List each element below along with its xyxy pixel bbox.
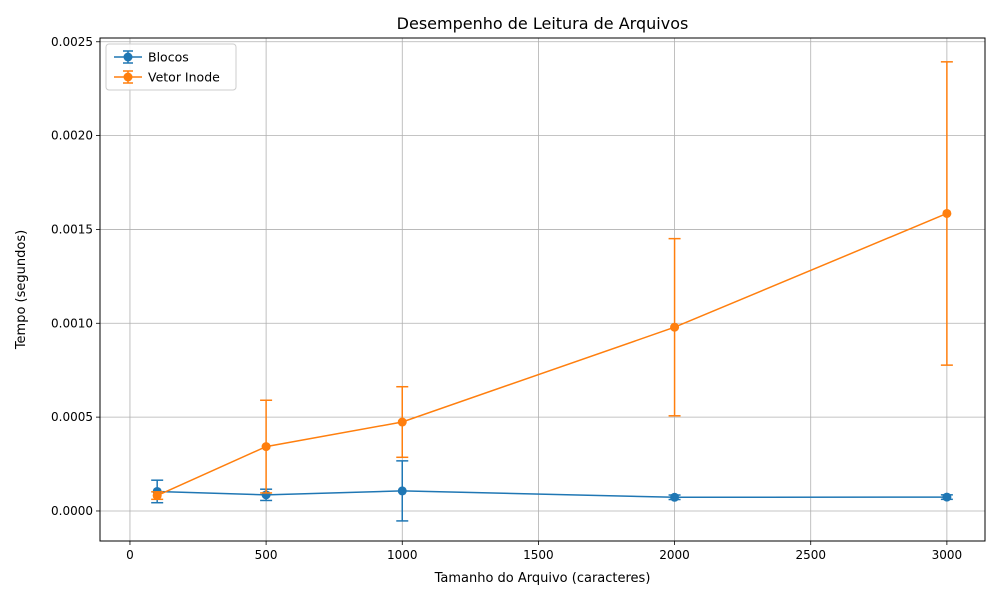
y-tick-label: 0.0015	[51, 222, 93, 236]
x-tick-label: 500	[255, 548, 278, 562]
y-tick-label: 0.0005	[51, 410, 93, 424]
y-tick-label: 0.0020	[51, 129, 93, 143]
ticks: 0 500 1000 1500 2000 2500 3000 0.0000 0.0005 0.00…	[51, 35, 962, 562]
series-vetor-inode	[151, 61, 953, 501]
x-tick-label: 3000	[932, 548, 963, 562]
data-point	[397, 417, 407, 427]
x-tick-label: 2000	[659, 548, 690, 562]
legend-marker	[123, 52, 133, 62]
x-tick-label: 1500	[523, 548, 554, 562]
legend-marker	[123, 72, 133, 82]
y-tick-label: 0.0010	[51, 316, 93, 330]
y-tick-label: 0.0000	[51, 504, 93, 518]
data-point	[942, 208, 952, 218]
data-point	[670, 322, 680, 332]
x-axis-label: Tamanho do Arquivo (caracteres)	[434, 571, 651, 586]
legend-label: Blocos	[148, 50, 189, 65]
x-tick-label: 2500	[795, 548, 826, 562]
grid	[100, 38, 985, 541]
data-point	[397, 486, 407, 496]
data-point	[152, 491, 162, 501]
plot-frame	[99, 37, 986, 542]
legend: Blocos Vetor Inode	[105, 43, 237, 91]
x-tick-label: 0	[126, 548, 134, 562]
y-tick-label: 0.0025	[51, 35, 93, 49]
series-blocos	[151, 460, 953, 522]
y-axis-label: Tempo (segundos)	[14, 230, 29, 350]
legend-box	[105, 43, 237, 91]
data-point	[670, 492, 680, 502]
data-point	[942, 492, 952, 502]
data-point	[261, 442, 271, 452]
series-layer	[151, 61, 953, 522]
x-tick-label: 1000	[387, 548, 418, 562]
legend-label: Vetor Inode	[148, 70, 220, 85]
chart-title: Desempenho de Leitura de Arquivos	[397, 14, 689, 33]
